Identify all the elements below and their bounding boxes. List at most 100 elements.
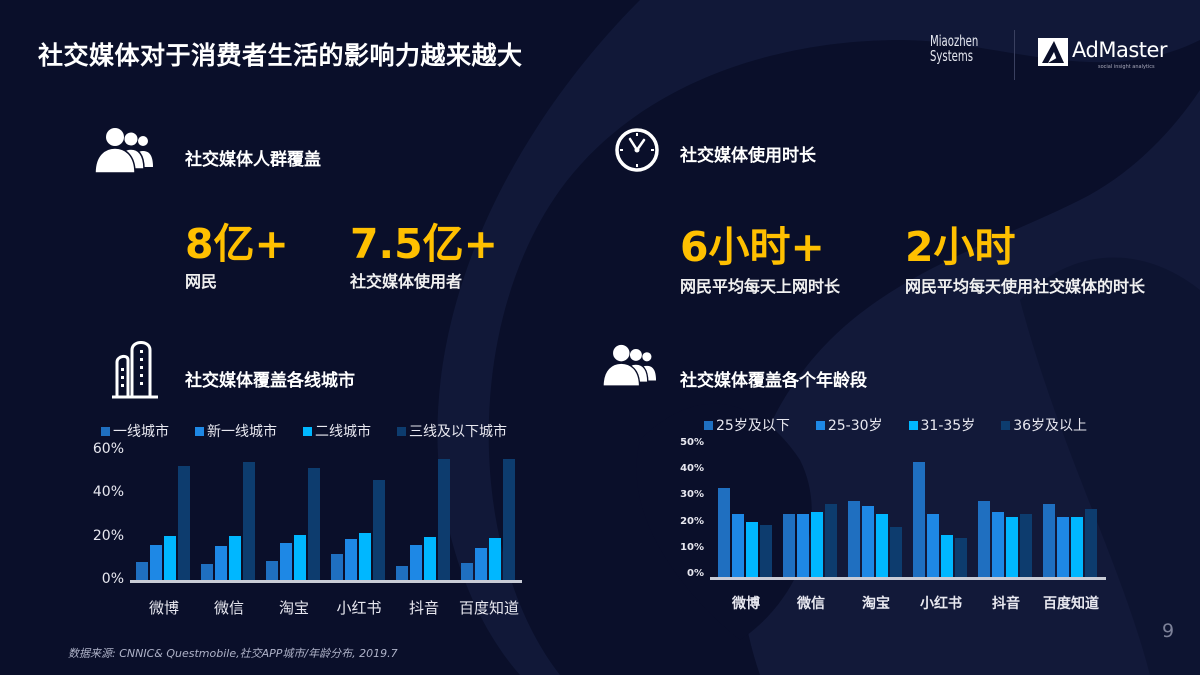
bar	[266, 560, 278, 580]
bar	[992, 511, 1004, 577]
bar-group	[783, 446, 839, 577]
x-axis-label: 抖音	[408, 599, 439, 617]
bar	[345, 538, 357, 580]
legend-label: 二线城市	[315, 424, 371, 440]
bar-group	[1043, 446, 1099, 577]
bar	[359, 533, 371, 580]
x-axis-label: 微信	[213, 599, 244, 617]
y-axis-tick: 20%	[92, 527, 124, 544]
legend-swatch	[195, 426, 204, 436]
admaster-logo-icon	[1038, 38, 1068, 66]
bar	[475, 547, 487, 580]
bar	[927, 514, 939, 577]
bar	[294, 534, 306, 580]
bar	[1057, 516, 1069, 577]
stat-netizens-value: 8亿+	[185, 220, 289, 268]
y-axis-tick: 20%	[680, 515, 704, 527]
legend-item: 二线城市	[303, 421, 371, 441]
miaozhen-logo-line1: Miaozhen	[930, 32, 979, 50]
bar-group	[978, 446, 1034, 577]
bar	[461, 562, 473, 580]
legend-swatch	[815, 420, 825, 430]
stat-online-hours-value: 6小时+	[680, 223, 825, 271]
bar	[410, 545, 422, 580]
bar	[331, 554, 343, 580]
bar	[797, 514, 809, 577]
bar	[229, 535, 241, 580]
y-axis-tick: 30%	[680, 489, 704, 501]
clock-icon	[615, 128, 659, 172]
legend-item: 三线及以下城市	[397, 421, 507, 441]
legend-swatch	[397, 426, 406, 436]
bar-group	[136, 450, 192, 580]
bar	[136, 561, 148, 580]
x-axis-label: 微信	[797, 596, 825, 612]
duration-section-title: 社交媒体使用时长	[680, 146, 816, 166]
x-axis-label: 百度知道	[1043, 596, 1099, 612]
bar	[1006, 516, 1018, 577]
people-group-icon	[95, 128, 153, 173]
admaster-logo-text: AdMaster	[1072, 38, 1168, 62]
bar	[760, 524, 772, 577]
stat-social-hours-value: 2小时	[905, 223, 1016, 271]
x-axis-label: 小红书	[336, 599, 382, 617]
bar-group	[201, 450, 257, 580]
bar	[178, 466, 190, 580]
admaster-tagline: social insight analytics	[1098, 64, 1155, 70]
bar-group	[848, 446, 904, 577]
bar-group	[461, 450, 517, 580]
bar	[955, 537, 967, 577]
data-source-note: 数据来源: CNNIC& Questmobile,社交APP城市/年龄分布, 2…	[68, 647, 398, 660]
y-axis-tick: 0%	[101, 571, 124, 587]
age-coverage-chart: 0% 10% 20% 30% 40% 50% 微博 微信 淘宝 小红书 抖音 百度知道	[660, 435, 1120, 620]
x-axis-label: 小红书	[920, 596, 962, 612]
bar	[489, 537, 501, 580]
bar	[746, 521, 758, 577]
legend-label: 新一线城市	[207, 424, 277, 440]
stat-netizens-caption: 网民	[185, 272, 218, 291]
bar	[718, 487, 730, 577]
bar	[396, 565, 408, 580]
bar	[503, 458, 515, 580]
x-axis-line	[130, 580, 522, 583]
legend-item: 新一线城市	[195, 421, 277, 441]
x-axis-label: 微博	[148, 599, 179, 617]
bar	[150, 545, 162, 580]
bar	[243, 461, 255, 580]
bar	[164, 535, 176, 580]
miaozhen-logo-line2: Systems	[930, 47, 974, 65]
bar-group	[913, 446, 969, 577]
bar-group	[396, 450, 452, 580]
legend-swatch	[1001, 420, 1011, 430]
slide-title: 社交媒体对于消费者生活的影响力越来越大	[38, 41, 523, 70]
legend-label: 25-30岁	[827, 418, 883, 434]
x-axis-label: 微博	[732, 596, 760, 612]
bar	[913, 461, 925, 577]
logo-divider	[1014, 30, 1015, 80]
stat-social-users-caption: 社交媒体使用者	[350, 272, 463, 291]
legend-label: 三线及以下城市	[409, 424, 507, 440]
age-chart-title: 社交媒体覆盖各个年龄段	[680, 371, 867, 391]
legend-label: 36岁及以上	[1013, 418, 1088, 434]
bar	[825, 503, 837, 577]
partner-logos: Miaozhen Systems AdMaster social insight…	[930, 30, 1170, 85]
legend-swatch	[303, 426, 312, 436]
age-chart-legend: 25岁及以下 25-30岁 31-35岁 36岁及以上	[704, 415, 1113, 435]
city-coverage-chart: 0% 20% 40% 60% 微博 微信 淘宝 小红书 抖音 百度知道	[70, 440, 530, 620]
buildings-icon	[112, 341, 158, 399]
bar	[941, 535, 953, 577]
legend-label: 25岁及以下	[716, 418, 790, 434]
legend-item: 25岁及以下	[704, 415, 790, 435]
legend-item: 36岁及以上	[1001, 415, 1087, 435]
city-chart-title: 社交媒体覆盖各线城市	[185, 371, 355, 391]
stat-social-users-value: 7.5亿+	[350, 220, 498, 268]
bar	[438, 458, 450, 580]
bar	[308, 468, 320, 580]
bar	[1071, 516, 1083, 577]
stat-online-hours-caption: 网民平均每天上网时长	[680, 277, 841, 296]
bar	[862, 506, 874, 577]
x-axis-label: 淘宝	[278, 599, 309, 617]
bar	[201, 563, 213, 580]
bar	[1020, 514, 1032, 577]
